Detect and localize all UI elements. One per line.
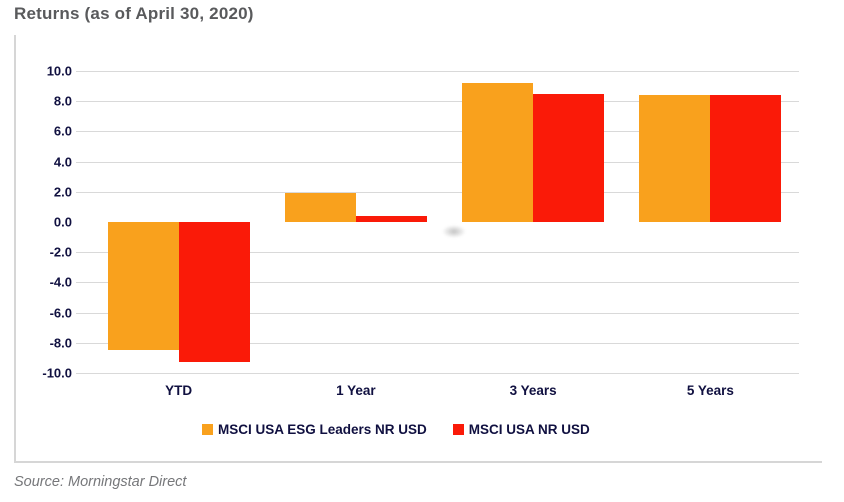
gridline-y-6 (76, 312, 799, 314)
chart-container: 10.0 8.0 6.0 4.0 2.0 0.0 -2.0 -4.0 -6.0 -8.0 -10.0… (14, 35, 822, 463)
y-axis-label: -6.0 (49, 305, 72, 321)
gridline-y8 (76, 101, 799, 103)
legend-label: MSCI USA NR USD (468, 422, 590, 437)
smudge-artifact (442, 225, 466, 238)
gridline-y-8 (76, 342, 799, 344)
x-axis-label-5-years: 5 Years (686, 383, 734, 398)
bar-esg-ytd (107, 222, 179, 351)
bar-usa-3-years (533, 93, 605, 222)
gridline-y10 (76, 71, 799, 72)
y-axis-label: 4.0 (53, 154, 72, 170)
gridline-y-2 (76, 252, 799, 254)
x-axis-label-3-years: 3 Years (509, 383, 557, 398)
bar-esg-5-years (639, 95, 711, 222)
gridline-y-10 (76, 373, 799, 374)
gridline-y4 (76, 161, 799, 163)
legend-swatch-icon (452, 424, 464, 435)
legend-swatch-icon (202, 424, 213, 435)
gridline-y-4 (76, 282, 799, 284)
y-axis-label: -2.0 (49, 244, 72, 260)
y-axis-label: -4.0 (49, 274, 72, 290)
legend: MSCI USA ESG Leaders NR USD MSCI USA NR U… (202, 422, 590, 437)
y-axis-label: 6.0 (53, 123, 72, 139)
bar-esg-3-years (462, 83, 534, 222)
legend-item: MSCI USA ESG Leaders NR USD (202, 422, 427, 437)
chart-title: Returns (as of April 30, 2020) (14, 4, 254, 23)
bar-usa-5-years (710, 95, 782, 222)
y-axis-label: 0.0 (53, 214, 72, 230)
x-axis-label-ytd: YTD (165, 383, 193, 398)
y-axis-label: 2.0 (53, 184, 72, 200)
source-note: Source: Morningstar Direct (14, 474, 187, 490)
bar-usa-ytd (178, 222, 250, 363)
y-axis-label: 10.0 (46, 63, 72, 79)
y-axis-label: -8.0 (49, 335, 72, 351)
plot-area: 10.0 8.0 6.0 4.0 2.0 0.0 -2.0 -4.0 -6.0 -8.0 -10.0… (42, 65, 799, 398)
y-axis-label: 8.0 (53, 93, 72, 109)
bar-usa-1-year (355, 215, 427, 222)
gridline-y2 (76, 191, 799, 193)
x-axis-label-1-year: 1 Year (336, 383, 376, 398)
y-axis-label: -10.0 (42, 365, 72, 381)
legend-label: MSCI USA ESG Leaders NR USD (218, 422, 427, 437)
gridline-y6 (76, 131, 799, 133)
legend-item: MSCI USA NR USD (452, 422, 590, 437)
bar-esg-1-year (284, 193, 356, 222)
